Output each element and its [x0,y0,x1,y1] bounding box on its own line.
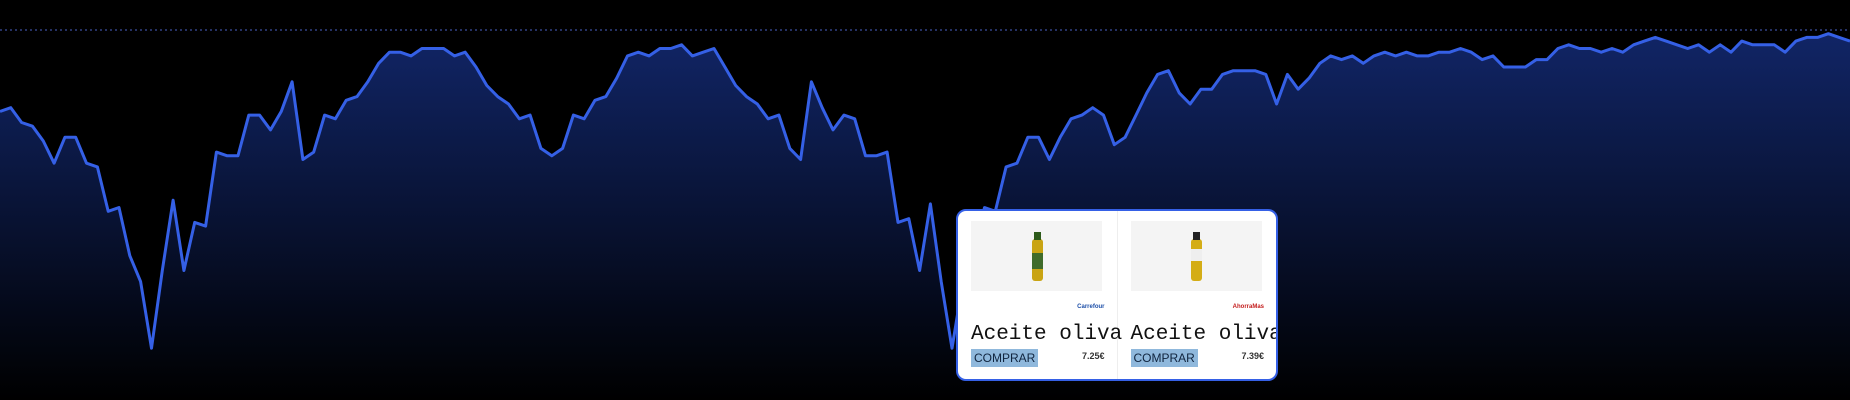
product-card[interactable]: Carrefour Aceite oliva COMPRAR 7.25€ [958,211,1122,379]
price: 7.39€ [1241,351,1264,361]
store-logo: Carrefour [1077,304,1105,310]
area [0,33,1850,400]
product-image [971,221,1102,291]
product-card[interactable]: AhorraMas Aceite oliva COMPRAR 7.39€ [1118,211,1278,379]
product-name: Aceite oliva [1130,323,1278,346]
store-logo: AhorraMas [1232,304,1264,310]
buy-button[interactable]: COMPRAR [1130,349,1198,367]
buy-button[interactable]: COMPRAR [971,349,1039,367]
price: 7.25€ [1081,351,1105,361]
line [0,32,1850,350]
product-image [1130,221,1262,291]
product-tooltip: Carrefour Aceite oliva COMPRAR 7.25€ Aho… [956,209,1278,381]
product-name: Aceite oliva [971,323,1123,346]
